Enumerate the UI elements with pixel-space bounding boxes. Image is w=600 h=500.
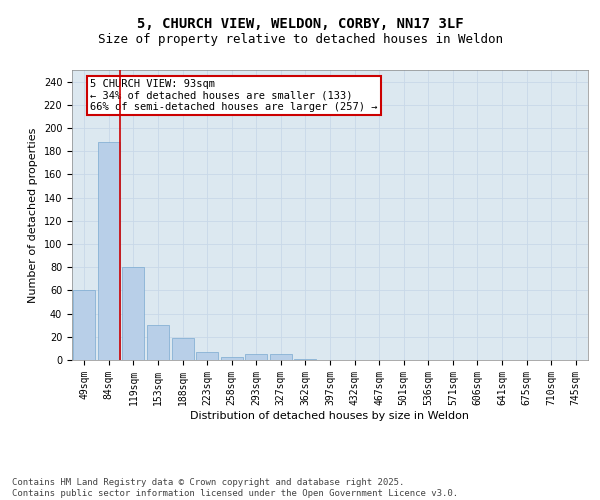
Bar <box>172 338 194 360</box>
Bar <box>270 354 292 360</box>
Bar <box>147 325 169 360</box>
Text: Contains HM Land Registry data © Crown copyright and database right 2025.
Contai: Contains HM Land Registry data © Crown c… <box>12 478 458 498</box>
Text: 5, CHURCH VIEW, WELDON, CORBY, NN17 3LF: 5, CHURCH VIEW, WELDON, CORBY, NN17 3LF <box>137 18 463 32</box>
Text: 5 CHURCH VIEW: 93sqm
← 34% of detached houses are smaller (133)
66% of semi-deta: 5 CHURCH VIEW: 93sqm ← 34% of detached h… <box>90 78 377 112</box>
Bar <box>122 267 145 360</box>
Bar <box>295 359 316 360</box>
Text: Size of property relative to detached houses in Weldon: Size of property relative to detached ho… <box>97 32 503 46</box>
Bar <box>73 290 95 360</box>
Bar <box>221 356 243 360</box>
X-axis label: Distribution of detached houses by size in Weldon: Distribution of detached houses by size … <box>191 410 470 420</box>
Bar <box>245 354 268 360</box>
Y-axis label: Number of detached properties: Number of detached properties <box>28 128 38 302</box>
Bar <box>98 142 120 360</box>
Bar <box>196 352 218 360</box>
